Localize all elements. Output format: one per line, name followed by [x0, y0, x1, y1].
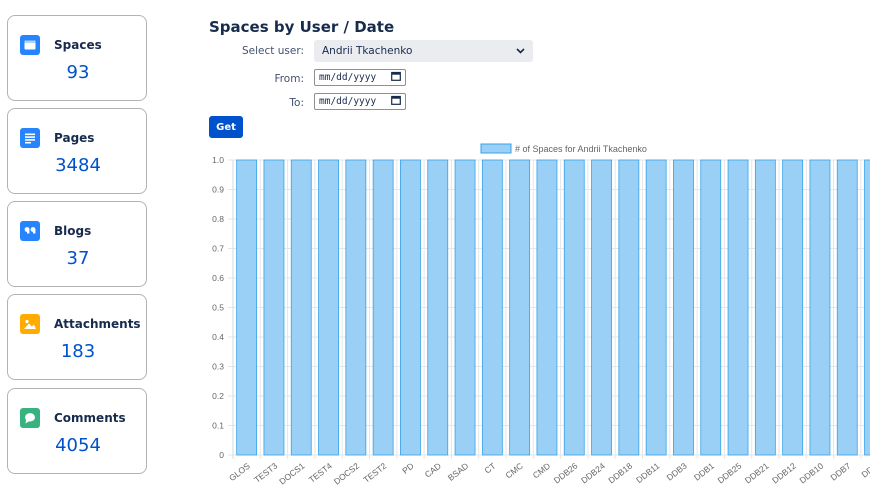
- get-button[interactable]: Get: [209, 116, 243, 138]
- bar-test2[interactable]: [372, 159, 394, 456]
- x-tick-label: PD: [400, 461, 415, 476]
- x-tick-label: TEST3: [252, 461, 279, 485]
- x-tick-label: DDB: [859, 460, 870, 479]
- x-tick-label: DDB3: [665, 461, 689, 483]
- x-tick-label: DDB10: [797, 461, 825, 486]
- bar-ddb10[interactable]: [809, 159, 831, 456]
- to-label: To:: [289, 97, 304, 109]
- card-label: Comments: [54, 411, 126, 425]
- y-tick-label: 0: [219, 450, 224, 460]
- page-title: Spaces by User / Date: [209, 18, 395, 36]
- to-date-value: mm/dd/yyyy: [319, 96, 377, 107]
- legend-swatch: [480, 143, 512, 154]
- user-select[interactable]: Andrii Tkachenko: [314, 40, 533, 62]
- card-attachments[interactable]: Attachments 183: [7, 294, 147, 380]
- card-value: 4054: [55, 435, 101, 456]
- calendar-icon: [391, 71, 401, 84]
- x-tick-label: BSAD: [446, 461, 470, 483]
- y-tick-label: 0.7: [212, 244, 224, 254]
- card-value: 3484: [55, 155, 101, 176]
- y-tick-label: 0.3: [212, 362, 224, 372]
- x-tick-label: DDB7: [828, 461, 852, 483]
- card-value: 183: [60, 341, 96, 362]
- bar-ddb26[interactable]: [563, 159, 585, 456]
- bar-cmd[interactable]: [536, 159, 558, 456]
- bar-ddb12[interactable]: [782, 159, 804, 456]
- select-user-label: Select user:: [242, 45, 304, 57]
- bar-cad[interactable]: [427, 159, 449, 456]
- x-tick-label: TEST2: [361, 461, 388, 485]
- comment-icon: [20, 408, 40, 428]
- from-label: From:: [274, 73, 304, 85]
- card-spaces[interactable]: Spaces 93: [7, 15, 147, 101]
- image-icon: [20, 314, 40, 334]
- y-tick-label: 0.9: [212, 185, 224, 195]
- bar-ddb1[interactable]: [700, 159, 722, 456]
- quote-icon: [20, 221, 40, 241]
- card-pages[interactable]: Pages 3484: [7, 108, 147, 194]
- bar-glos[interactable]: [236, 159, 258, 456]
- from-date-input[interactable]: mm/dd/yyyy: [314, 69, 406, 86]
- bar-ddb[interactable]: [864, 159, 870, 456]
- x-tick-label: DDB11: [634, 461, 661, 486]
- x-tick-label: DOCS1: [277, 461, 306, 487]
- bar-ddb21[interactable]: [754, 159, 776, 456]
- card-value: 93: [66, 62, 90, 83]
- bar-docs2[interactable]: [345, 159, 367, 456]
- y-tick-label: 1.0: [212, 155, 224, 165]
- bar-ddb11[interactable]: [645, 159, 667, 456]
- card-label: Spaces: [54, 38, 102, 52]
- bar-ct[interactable]: [481, 159, 503, 456]
- card-label: Attachments: [54, 317, 141, 331]
- y-tick-label: 0.1: [212, 421, 224, 431]
- to-date-input[interactable]: mm/dd/yyyy: [314, 93, 406, 110]
- calendar-icon: [391, 95, 401, 108]
- bar-ddb18[interactable]: [618, 159, 640, 456]
- bar-ddb7[interactable]: [836, 159, 858, 456]
- card-label: Pages: [54, 131, 95, 145]
- card-label: Blogs: [54, 224, 92, 238]
- page-icon: [20, 128, 40, 148]
- x-tick-label: CT: [482, 461, 497, 476]
- x-tick-label: DDB26: [552, 461, 580, 486]
- bar-bsad[interactable]: [454, 159, 476, 456]
- x-tick-label: CMC: [503, 461, 524, 481]
- user-select-value: Andrii Tkachenko: [322, 45, 413, 57]
- legend-label: # of Spaces for Andrii Tkachenko: [515, 144, 647, 154]
- chevron-down-icon: [516, 45, 525, 57]
- y-tick-label: 0.5: [212, 303, 224, 313]
- folder-icon: [20, 35, 40, 55]
- y-tick-label: 0.2: [212, 391, 224, 401]
- bar-cmc[interactable]: [509, 159, 531, 456]
- x-tick-label: CMD: [531, 461, 552, 481]
- bar-ddb25[interactable]: [727, 159, 749, 456]
- bar-test3[interactable]: [263, 159, 285, 456]
- x-tick-label: DOCS2: [332, 461, 361, 487]
- bar-ddb3[interactable]: [673, 159, 694, 456]
- from-date-value: mm/dd/yyyy: [319, 72, 377, 83]
- x-tick-label: CAD: [423, 461, 443, 480]
- bar-ddb24[interactable]: [591, 159, 612, 456]
- bar-pd[interactable]: [400, 159, 421, 456]
- x-tick-label: DDB12: [770, 461, 798, 486]
- x-tick-label: TEST4: [307, 461, 334, 485]
- x-tick-label: DDB24: [579, 461, 607, 486]
- card-blogs[interactable]: Blogs 37: [7, 201, 147, 287]
- x-tick-label: GLOS: [227, 460, 252, 483]
- chart-legend[interactable]: # of Spaces for Andrii Tkachenko: [480, 143, 647, 154]
- bar-test4[interactable]: [318, 159, 339, 456]
- x-tick-label: DDB25: [716, 461, 744, 486]
- x-tick-label: DDB18: [606, 461, 634, 486]
- y-tick-label: 0.8: [212, 214, 224, 224]
- card-comments[interactable]: Comments 4054: [7, 388, 147, 474]
- bar-docs1[interactable]: [290, 159, 312, 456]
- y-tick-label: 0.4: [212, 332, 224, 342]
- y-tick-label: 0.6: [212, 273, 224, 283]
- card-value: 37: [66, 248, 90, 269]
- x-tick-label: DDB1: [692, 461, 716, 483]
- x-tick-label: DDB21: [743, 461, 771, 486]
